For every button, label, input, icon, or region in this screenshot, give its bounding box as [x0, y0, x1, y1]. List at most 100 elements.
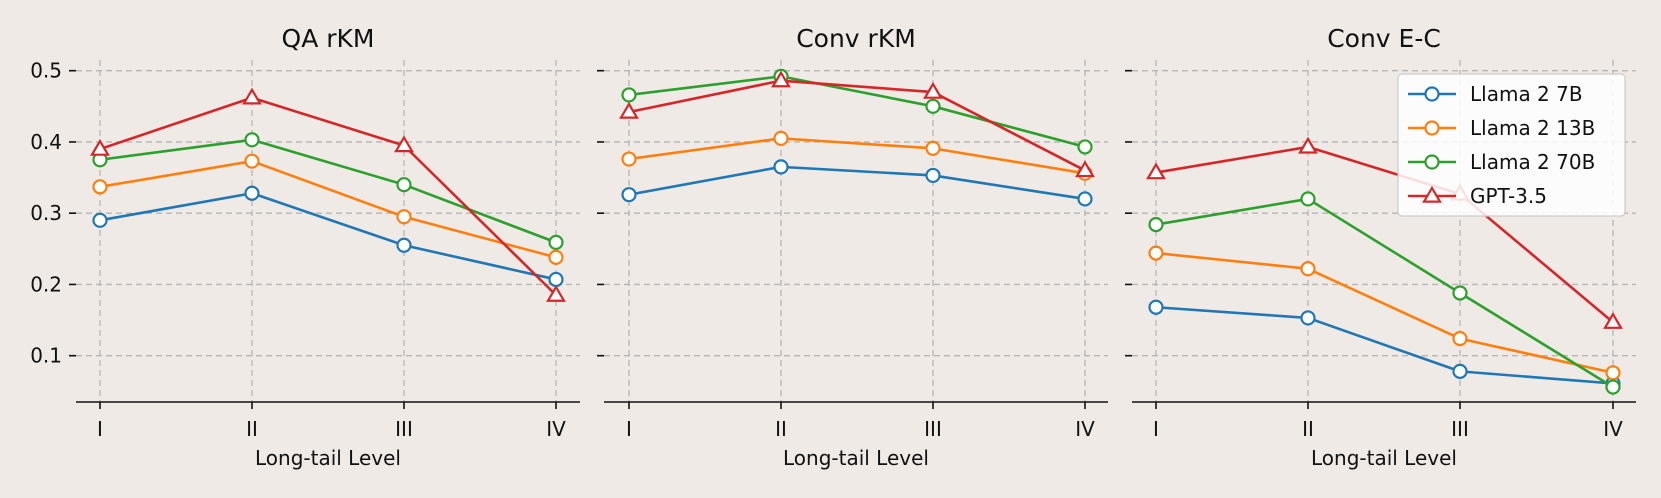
data-point-marker: [773, 159, 789, 175]
data-point-marker: [923, 81, 943, 99]
legend: Llama 2 7B Llama 2 13B Llama 2 70B GPT-3.5: [1397, 73, 1626, 217]
data-point-marker: [1452, 363, 1468, 379]
data-point-marker: [1298, 136, 1318, 154]
series-line: [628, 75, 1086, 149]
x-tick-label: III: [1451, 417, 1469, 441]
x-tick-label: IV: [1603, 417, 1623, 441]
data-point-marker: [925, 98, 941, 114]
data-point-marker: [396, 209, 412, 225]
legend-label: Llama 2 70B: [1470, 150, 1595, 174]
data-point-marker: [1452, 330, 1468, 347]
x-axis-label: Long-tail Level: [783, 446, 929, 470]
data-point-marker: [244, 185, 260, 201]
data-point-marker: [1075, 160, 1095, 178]
legend-marker: [1424, 154, 1440, 170]
panel-title: QA rKM: [282, 24, 375, 53]
series-line: [99, 159, 557, 259]
y-tick-label: 0.2: [30, 272, 62, 296]
legend-entry: Llama 2 13B: [1408, 116, 1595, 140]
panel-title: Conv E-C: [1327, 24, 1441, 53]
data-point-marker: [1148, 299, 1164, 315]
series-llama-2-13b: [621, 130, 1093, 181]
series-llama-2-70b: [92, 132, 564, 250]
data-point-marker: [548, 234, 564, 250]
data-point-marker: [1300, 261, 1316, 277]
data-point-marker: [925, 140, 941, 156]
data-point-marker: [548, 271, 564, 288]
x-tick-label: I: [626, 417, 632, 441]
series-line: [1155, 251, 1614, 375]
series-line: [1155, 145, 1614, 324]
data-point-marker: [394, 135, 414, 153]
y-tick-label: 0.5: [30, 59, 62, 83]
data-point-marker: [1452, 285, 1468, 301]
y-tick-label: 0.4: [30, 130, 62, 154]
data-point-marker: [925, 167, 941, 184]
series-llama-2-7b: [621, 159, 1093, 207]
data-point-marker: [773, 130, 789, 146]
legend-label: GPT-3.5: [1470, 184, 1547, 208]
data-point-marker: [90, 138, 110, 156]
legend-box: [1397, 73, 1626, 217]
legend-marker: [1422, 185, 1442, 203]
series-llama-2-13b: [92, 153, 564, 265]
x-tick-label: IV: [1075, 417, 1095, 441]
data-point-marker: [1077, 139, 1093, 155]
x-axis-label: Long-tail Level: [1311, 446, 1457, 470]
x-tick-label: I: [97, 417, 103, 441]
data-point-marker: [771, 70, 791, 88]
series-line: [628, 165, 1086, 201]
x-tick-label: II: [775, 417, 787, 441]
data-point-marker: [1148, 216, 1164, 233]
data-point-marker: [244, 153, 260, 169]
legend-entry: Llama 2 7B: [1408, 82, 1583, 106]
data-point-marker: [1603, 312, 1623, 329]
series-llama-2-7b: [1148, 299, 1621, 392]
data-point-marker: [548, 249, 564, 265]
data-point-marker: [92, 212, 108, 228]
data-point-marker: [1605, 365, 1621, 381]
series-gpt-3-5: [90, 87, 566, 302]
x-tick-label: III: [924, 417, 942, 441]
legend-marker: [1424, 120, 1440, 136]
data-point-marker: [621, 187, 637, 203]
data-point-marker: [244, 132, 260, 148]
series-llama-2-13b: [1148, 245, 1621, 381]
series-llama-2-70b: [621, 68, 1093, 155]
data-point-marker: [1148, 245, 1164, 261]
panel-title: Conv rKM: [796, 24, 916, 53]
y-tick-label: 0.3: [30, 201, 62, 225]
data-point-marker: [242, 87, 262, 105]
x-axis-label: Long-tail Level: [255, 446, 401, 470]
x-tick-label: IV: [546, 417, 566, 441]
series-gpt-3-5: [619, 70, 1095, 178]
data-point-marker: [1605, 379, 1621, 395]
data-point-marker: [1300, 191, 1316, 207]
series-llama-2-70b: [1148, 191, 1621, 395]
data-point-marker: [621, 151, 637, 167]
legend-label: Llama 2 7B: [1470, 82, 1583, 106]
data-point-marker: [396, 237, 412, 253]
x-tick-label: III: [395, 417, 413, 441]
series-line: [99, 138, 557, 244]
series-line: [1155, 197, 1614, 389]
y-tick-label: 0.1: [30, 344, 62, 368]
series-line: [99, 96, 557, 297]
legend-label: Llama 2 13B: [1470, 116, 1595, 140]
data-point-marker: [546, 284, 566, 302]
x-tick-label: II: [1302, 417, 1314, 441]
data-point-marker: [1146, 162, 1166, 180]
data-point-marker: [92, 179, 108, 195]
legend-entry: Llama 2 70B: [1408, 150, 1595, 174]
series-line: [1155, 305, 1614, 385]
data-point-marker: [396, 177, 412, 193]
x-tick-label: II: [246, 417, 258, 441]
legend-marker: [1424, 86, 1440, 102]
data-point-marker: [1300, 310, 1316, 326]
x-tick-label: I: [1153, 417, 1159, 441]
